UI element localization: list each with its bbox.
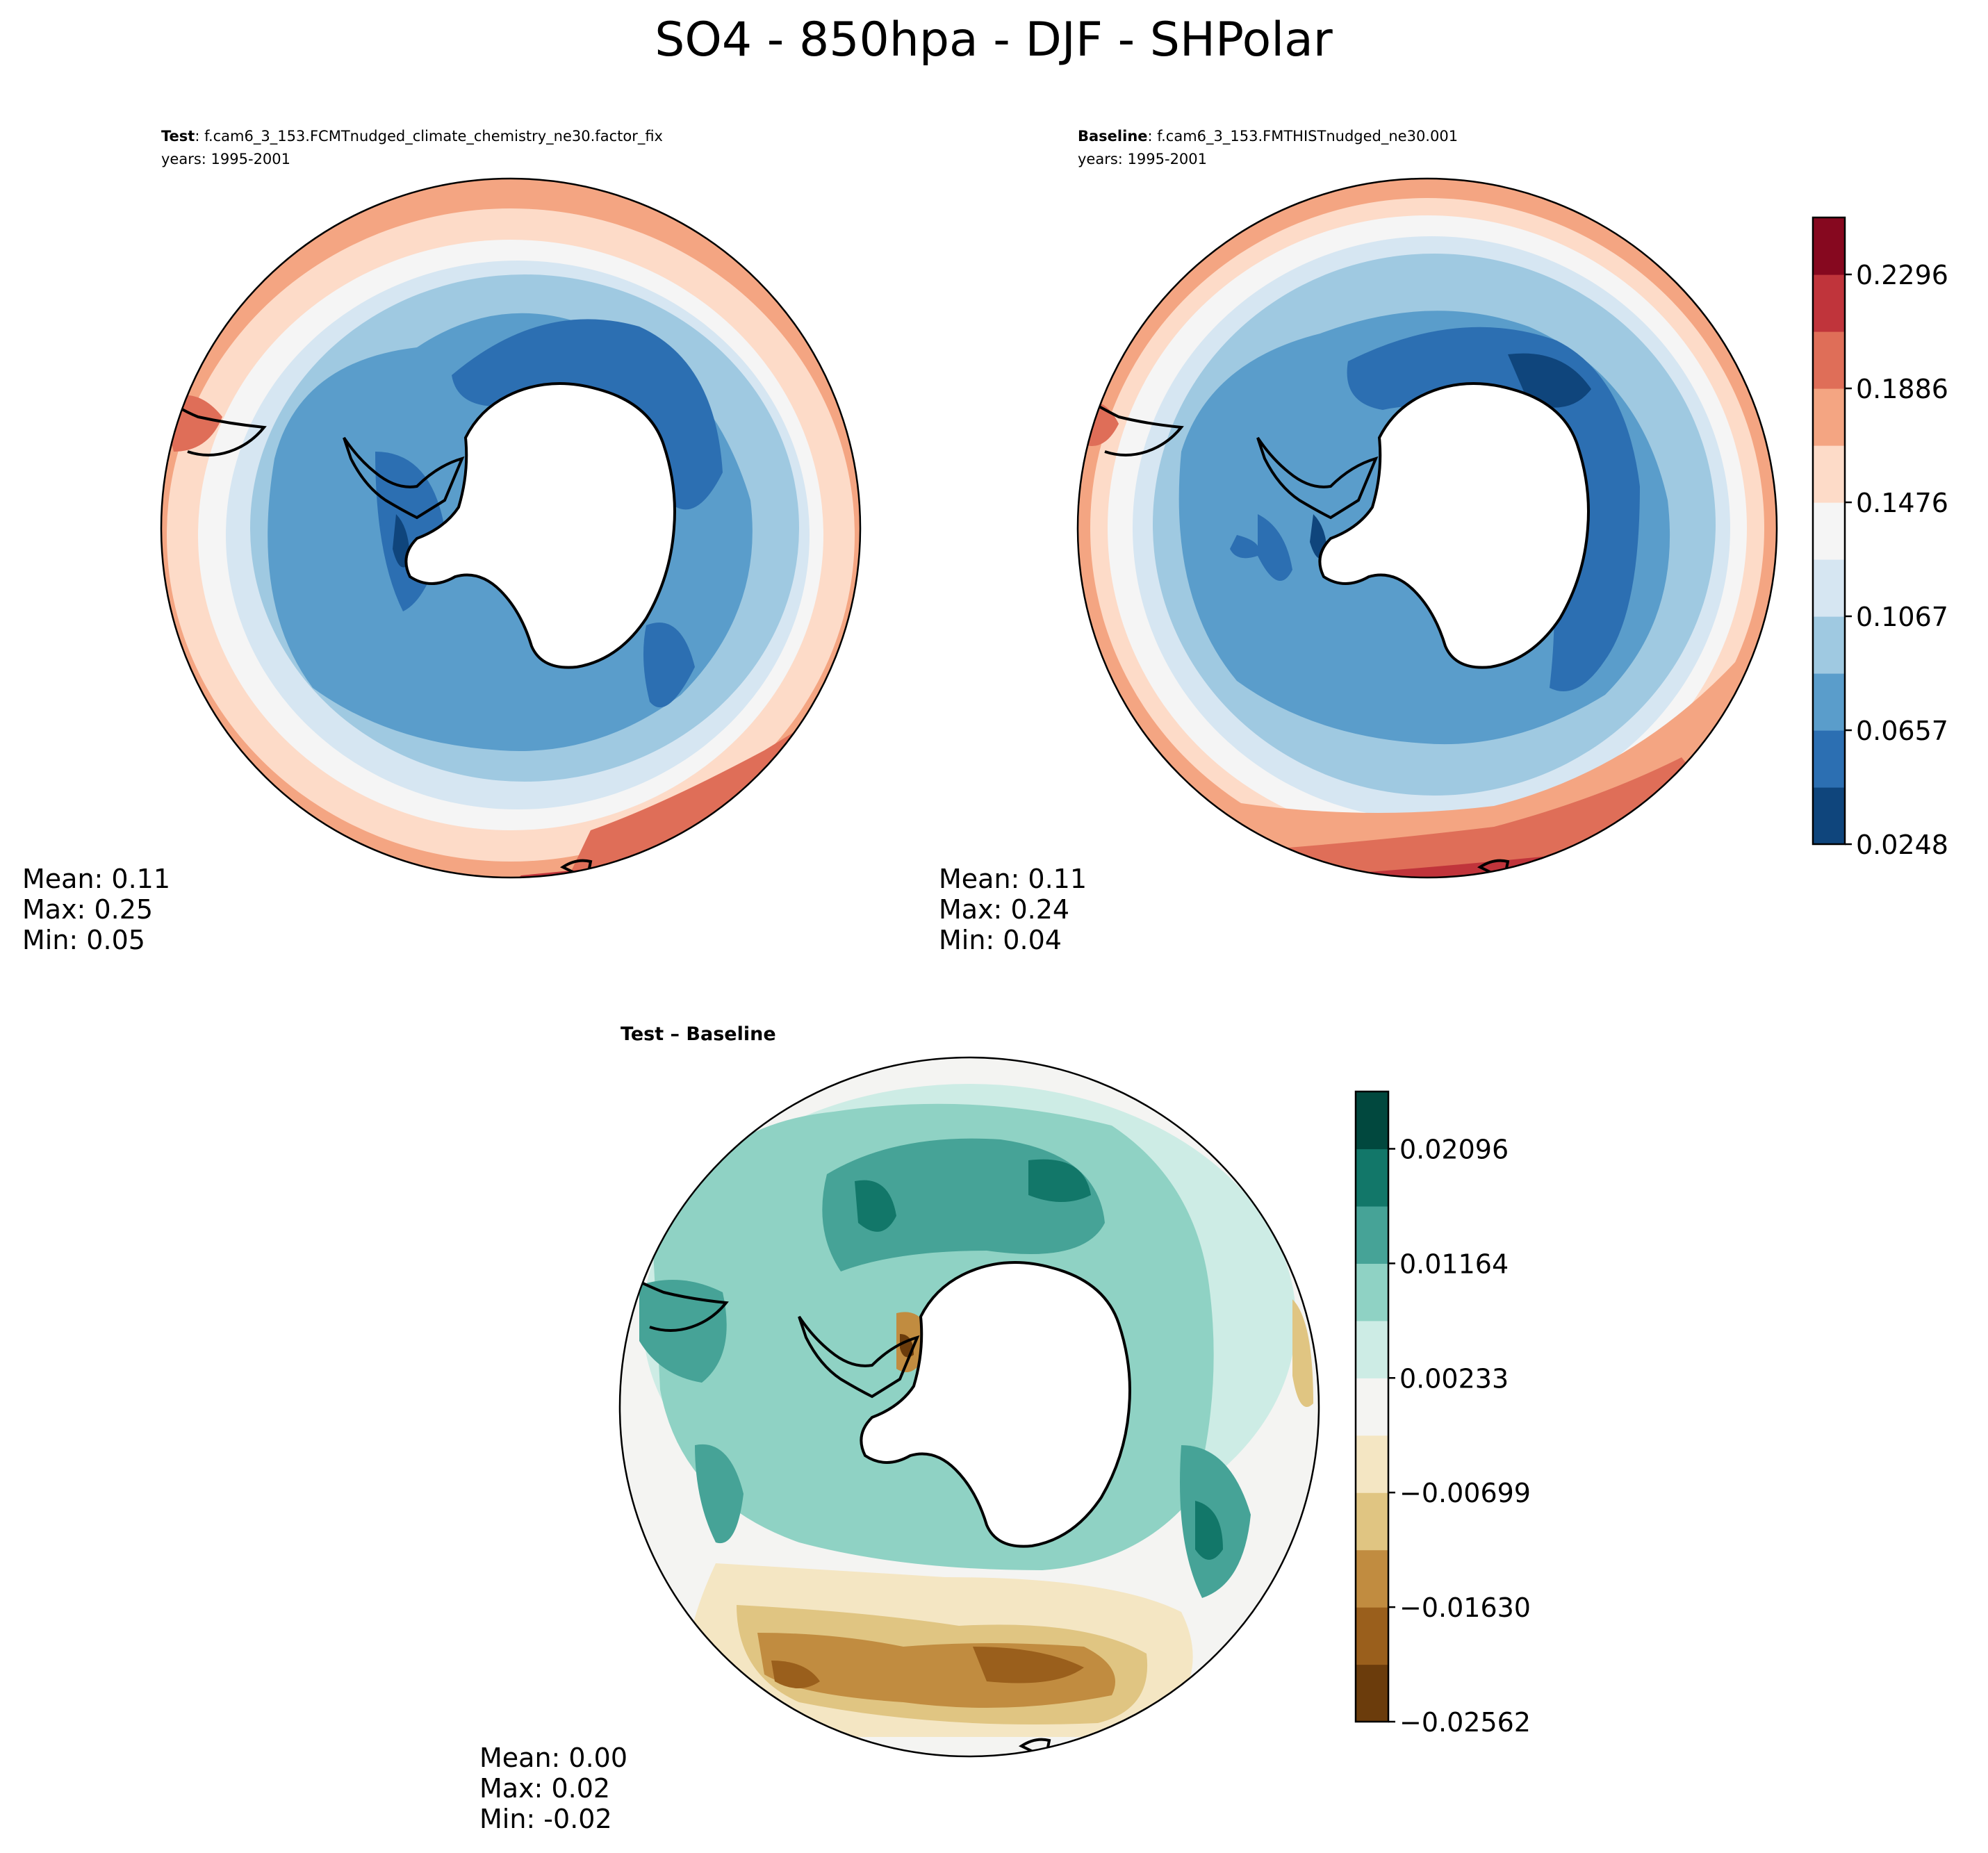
colorbar-main-swatch-3 bbox=[1813, 616, 1845, 674]
colorbar-diff-swatch-9 bbox=[1356, 1148, 1388, 1207]
baseline-antarctica bbox=[1318, 382, 1590, 669]
baseline-polar-map bbox=[1078, 179, 1777, 878]
diff-peninsula bbox=[798, 1315, 920, 1399]
diff-stats: Mean: 0.00 Max: 0.02 Min: -0.02 bbox=[479, 1743, 627, 1834]
colorbar-diff-swatch-2 bbox=[1356, 1549, 1388, 1608]
baseline-label-bold: Baseline bbox=[1078, 128, 1148, 145]
baseline-new-zealand bbox=[1477, 859, 1510, 878]
diff-south-america bbox=[620, 1270, 729, 1332]
colorbar-diff-outline bbox=[1354, 1090, 1390, 1723]
colorbar-diff-swatch-0 bbox=[1356, 1664, 1388, 1722]
colorbar-main-tick-label-2: 0.1067 bbox=[1856, 602, 1948, 632]
test-map-frame bbox=[160, 177, 862, 879]
colorbar-diff-tick-label-0: −0.02562 bbox=[1399, 1707, 1531, 1738]
test-south-america bbox=[161, 395, 267, 456]
diff-stat-mean: Mean: 0.00 bbox=[479, 1743, 627, 1773]
colorbar-main-swatch-1 bbox=[1813, 730, 1845, 788]
colorbar-main-swatch-5 bbox=[1813, 502, 1845, 560]
test-panel: Test: f.cam6_3_153.FCMTnudged_climate_ch… bbox=[22, 128, 862, 955]
colorbar-diff: −0.02562 −0.01630 −0.00699 0.00233 0.01164 0.… bbox=[1354, 1090, 1531, 1738]
colorbar-main-swatch-7 bbox=[1813, 388, 1845, 446]
colorbar-main: 0.0248 0.0657 0.1067 0.1476 0.1886 0.2296 bbox=[1812, 216, 1948, 860]
colorbar-main-tick-label-0: 0.0248 bbox=[1856, 830, 1948, 860]
baseline-stat-mean: Mean: 0.11 bbox=[939, 864, 1087, 894]
colorbar-diff-swatch-5 bbox=[1356, 1378, 1388, 1436]
colorbar-diff-swatch-10 bbox=[1356, 1092, 1388, 1150]
colorbar-diff-swatch-3 bbox=[1356, 1492, 1388, 1551]
baseline-stat-max: Max: 0.24 bbox=[939, 894, 1069, 925]
colorbar-main-swatch-9 bbox=[1813, 274, 1845, 332]
diff-label: Test – Baseline bbox=[621, 1023, 776, 1045]
test-years: years: 1995-2001 bbox=[161, 151, 290, 167]
test-label-bold: Test bbox=[161, 128, 195, 145]
test-stat-mean: Mean: 0.11 bbox=[22, 864, 170, 894]
baseline-stats: Mean: 0.11 Max: 0.24 Min: 0.04 bbox=[939, 864, 1087, 955]
test-antarctica bbox=[404, 382, 676, 669]
colorbar-main-tick-label-4: 0.1886 bbox=[1856, 374, 1948, 404]
colorbar-diff-tick-label-5: 0.02096 bbox=[1399, 1134, 1509, 1164]
colorbar-diff-tick-label-2: −0.00699 bbox=[1399, 1478, 1531, 1508]
baseline-map-frame bbox=[1076, 177, 1778, 879]
colorbar-main-swatch-2 bbox=[1813, 673, 1845, 731]
figure-title: SO4 - 850hpa - DJF - SHPolar bbox=[655, 13, 1333, 67]
baseline-peninsula bbox=[1256, 436, 1379, 520]
colorbar-main-tick-label-3: 0.1476 bbox=[1856, 488, 1948, 518]
diff-panel: Test – Baseline bbox=[479, 1023, 1320, 1834]
colorbar-main-tick-label-1: 0.0657 bbox=[1856, 716, 1948, 746]
diff-polar-map bbox=[620, 1057, 1319, 1756]
baseline-label-case: : f.cam6_3_153.FMTHISTnudged_ne30.001 bbox=[1148, 128, 1459, 145]
colorbar-diff-swatch-1 bbox=[1356, 1607, 1388, 1665]
test-polar-map bbox=[161, 179, 860, 878]
colorbar-diff-swatch-8 bbox=[1356, 1205, 1388, 1264]
diff-stat-max: Max: 0.02 bbox=[479, 1773, 610, 1804]
colorbar-main-swatch-4 bbox=[1813, 559, 1845, 617]
baseline-panel: Baseline: f.cam6_3_153.FMTHISTnudged_ne3… bbox=[939, 128, 1778, 955]
diff-new-zealand bbox=[1018, 1738, 1051, 1756]
colorbar-main-tick-label-5: 0.2296 bbox=[1856, 260, 1948, 290]
colorbar-diff-tick-label-3: 0.00233 bbox=[1399, 1363, 1509, 1394]
test-label: Test: f.cam6_3_153.FCMTnudged_climate_ch… bbox=[161, 128, 663, 145]
colorbar-main-swatch-6 bbox=[1813, 445, 1845, 503]
test-stats: Mean: 0.11 Max: 0.25 Min: 0.05 bbox=[22, 864, 170, 955]
colorbar-diff-swatch-4 bbox=[1356, 1435, 1388, 1493]
diff-map-frame bbox=[618, 1056, 1320, 1758]
colorbar-diff-swatch-6 bbox=[1356, 1320, 1388, 1378]
test-stat-max: Max: 0.25 bbox=[22, 894, 153, 925]
test-new-zealand bbox=[559, 859, 593, 878]
colorbar-diff-tick-label-1: −0.01630 bbox=[1399, 1592, 1531, 1623]
colorbar-main-outline bbox=[1812, 216, 1846, 846]
colorbar-main-swatch-10 bbox=[1813, 217, 1845, 275]
baseline-years: years: 1995-2001 bbox=[1078, 151, 1207, 167]
diff-stat-min: Min: -0.02 bbox=[479, 1804, 612, 1834]
diff-antarctica bbox=[860, 1261, 1131, 1548]
colorbar-main-swatch-8 bbox=[1813, 331, 1845, 389]
test-stat-min: Min: 0.05 bbox=[22, 925, 145, 955]
test-peninsula bbox=[343, 436, 465, 520]
baseline-stat-min: Min: 0.04 bbox=[939, 925, 1062, 955]
colorbar-diff-tick-label-4: 0.01164 bbox=[1399, 1249, 1509, 1279]
colorbar-diff-swatch-7 bbox=[1356, 1263, 1388, 1321]
baseline-label: Baseline: f.cam6_3_153.FMTHISTnudged_ne3… bbox=[1078, 128, 1458, 145]
test-label-case: : f.cam6_3_153.FCMTnudged_climate_chemis… bbox=[195, 128, 663, 145]
colorbar-main-swatch-0 bbox=[1813, 787, 1845, 845]
baseline-south-america bbox=[1080, 395, 1184, 456]
